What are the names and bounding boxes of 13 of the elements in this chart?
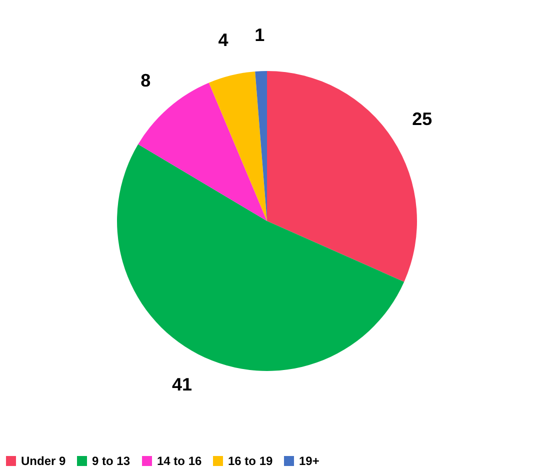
data-label: 4	[218, 30, 228, 50]
data-label: 25	[412, 109, 432, 130]
legend-label: 14 to 16	[157, 454, 202, 468]
data-label: 1	[254, 25, 265, 46]
data-label: 41	[172, 374, 192, 394]
legend-label: 19+	[299, 454, 320, 468]
data-label: 8	[140, 70, 151, 90]
legend-label: Under 9	[21, 454, 66, 468]
pie-slice	[117, 144, 404, 371]
legend-label: 9 to 13	[92, 454, 130, 468]
legend-label: 16 to 19	[228, 454, 274, 468]
pie-slice	[208, 71, 267, 221]
pie-slice	[255, 71, 267, 221]
